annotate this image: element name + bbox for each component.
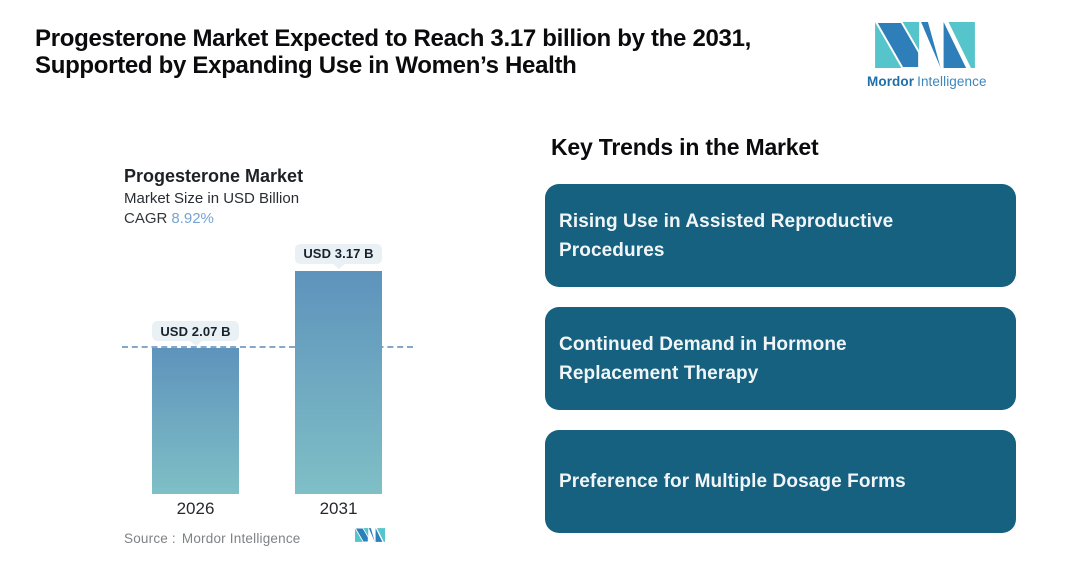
bar-2026	[152, 348, 239, 494]
trend-card-dosage-forms: Preference for Multiple Dosage Forms	[545, 430, 1016, 533]
trend-line: Rising Use in Assisted Reproductive	[559, 210, 894, 232]
cagr-value: 8.92%	[171, 210, 214, 227]
brand-wordmark: Mordor Intelligence	[867, 74, 1037, 89]
page-title: Progesterone Market Expected to Reach 3.…	[35, 25, 751, 79]
trends-heading: Key Trends in the Market	[551, 134, 819, 160]
reference-line	[122, 346, 413, 349]
trend-line: Continued Demand in Hormone	[559, 333, 847, 355]
axis-label-2026: 2026	[176, 499, 215, 518]
brand-name-regular: Intelligence	[917, 74, 987, 89]
trend-line: Preference for Multiple Dosage Forms	[559, 471, 906, 492]
source-note: Source : Mordor Intelligence	[124, 531, 301, 546]
trend-card-assisted-reproductive: Rising Use in Assisted Reproductive Proc…	[545, 184, 1016, 287]
trend-line: Procedures	[559, 239, 665, 261]
chart-cagr: CAGR 8.92%	[124, 210, 214, 227]
bar-2031	[295, 270, 382, 494]
source-label: Source :	[124, 531, 176, 546]
trend-card-hormone-replacement: Continued Demand in Hormone Replacement …	[545, 307, 1016, 410]
value-label-2031: USD 3.17 B	[295, 243, 382, 264]
chart-subtitle: Market Size in USD Billion	[124, 190, 300, 207]
trend-line: Replacement Therapy	[559, 362, 759, 384]
value-label-2026: USD 2.07 B	[152, 321, 239, 342]
brand-name-bold: Mordor	[867, 74, 915, 89]
cagr-label: CAGR	[124, 210, 168, 227]
mordor-intelligence-logo-icon	[875, 22, 975, 68]
trend-card-text: Continued Demand in Hormone Replacement …	[559, 330, 847, 388]
trend-card-text: Preference for Multiple Dosage Forms	[559, 467, 906, 496]
axis-label-2031: 2031	[319, 499, 358, 518]
mordor-intelligence-mini-logo-icon	[355, 528, 385, 542]
brand-logo: Mordor Intelligence	[867, 22, 1037, 89]
page-title-line2: Supported by Expanding Use in Women’s He…	[35, 52, 577, 79]
page-title-line1: Progesterone Market Expected to Reach 3.…	[35, 25, 752, 52]
source-value: Mordor Intelligence	[181, 531, 301, 546]
trend-card-text: Rising Use in Assisted Reproductive Proc…	[559, 207, 893, 265]
chart-title: Progesterone Market	[124, 166, 304, 186]
